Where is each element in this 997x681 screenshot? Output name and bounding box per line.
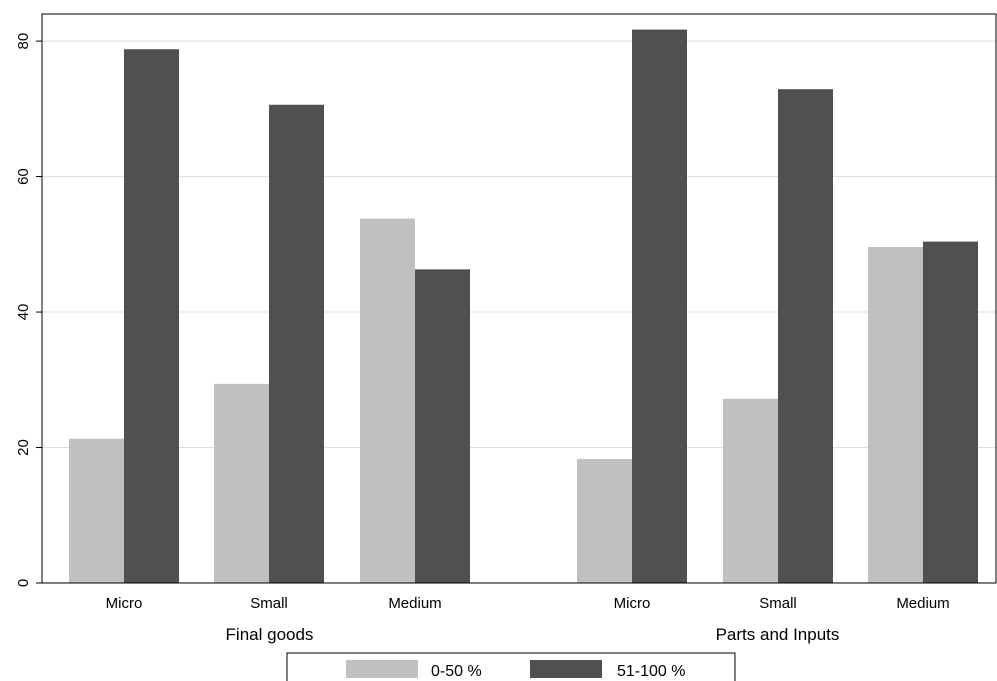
x-category-label: Medium <box>896 595 949 612</box>
x-category-label: Small <box>250 595 288 612</box>
bar-high <box>632 29 687 583</box>
bar-high <box>124 49 179 583</box>
bar-high <box>778 89 833 584</box>
gridlines <box>42 40 996 449</box>
legend: 0-50 % 51-100 % <box>286 652 736 681</box>
y-tick-label: 0 <box>15 579 32 587</box>
y-axis: 0 20 40 60 80 <box>15 33 42 587</box>
legend-swatch <box>346 660 418 678</box>
plot-frame <box>41 13 997 584</box>
legend-label: 51-100 % <box>617 663 686 680</box>
bar-high <box>415 269 470 583</box>
bar-low <box>69 438 124 583</box>
legend-label: 0-50 % <box>431 663 482 680</box>
y-tick-label: 20 <box>15 439 32 456</box>
x-category-label: Micro <box>614 595 651 612</box>
x-axis-labels: Micro Small Medium Final goods Micro Small Med… <box>106 595 950 644</box>
bar-high <box>269 104 324 584</box>
bar-high <box>923 241 978 583</box>
bar-low <box>723 398 778 583</box>
bar-low <box>577 459 632 583</box>
y-tick-label: 60 <box>15 168 32 185</box>
bars <box>69 29 978 584</box>
legend-swatch <box>530 660 602 678</box>
y-tick-label: 80 <box>15 33 32 50</box>
y-tick-label: 40 <box>15 304 32 321</box>
bar-low <box>360 218 415 584</box>
x-group-label: Final goods <box>226 625 314 644</box>
x-group-label: Parts and Inputs <box>716 625 840 644</box>
x-category-label: Micro <box>106 595 143 612</box>
x-category-label: Small <box>759 595 797 612</box>
bar-low <box>868 247 923 583</box>
bar-low <box>214 383 269 583</box>
x-category-label: Medium <box>388 595 441 612</box>
